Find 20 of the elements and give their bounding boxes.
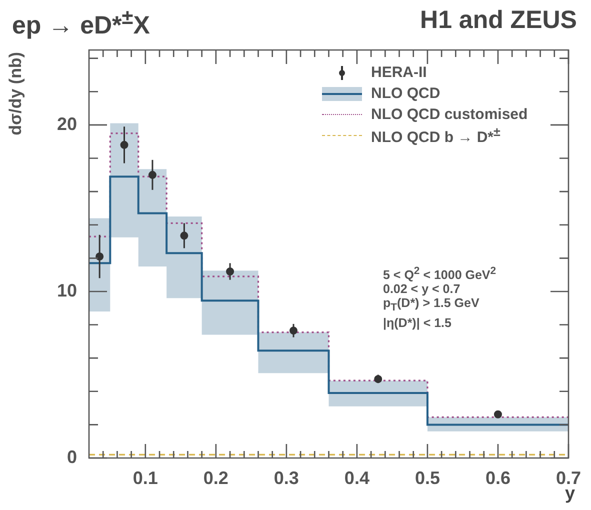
x-tick-label: 0.4 <box>344 468 370 488</box>
y-axis-title: dσ/dy (nb) <box>6 52 26 136</box>
x-tick-label: 0.2 <box>203 468 228 488</box>
annotation: 5 < Q$^{2}$ < 1000 GeV$^{2}$ <box>383 265 496 282</box>
y-tick-label: 20 <box>56 114 77 134</box>
annotation: |η(D*)| < 1.5 <box>383 316 452 330</box>
y-tick-label: 10 <box>56 280 77 300</box>
chart-subtitle: H1 and ZEUS <box>420 6 577 35</box>
legend-label: NLO QCD customised <box>371 106 528 123</box>
x-tick-label: 0.5 <box>414 468 440 488</box>
x-tick-label: 0.6 <box>485 468 510 488</box>
annotation: p$_{T}$(D*) > 1.5 GeV <box>383 296 480 316</box>
chart-title: ep → eD*$^{±}$X <box>12 6 150 40</box>
y-tick-label: 0 <box>66 446 77 467</box>
x-tick-label: 0.1 <box>132 468 158 488</box>
annotation: 0.02 < y < 0.7 <box>383 282 462 296</box>
legend-label: NLO QCD b → D*$^{±}$ <box>371 125 500 146</box>
x-tick-label: 0.3 <box>274 468 299 488</box>
legend-label: HERA-II <box>371 64 427 81</box>
legend-label: NLO QCD <box>371 85 440 102</box>
